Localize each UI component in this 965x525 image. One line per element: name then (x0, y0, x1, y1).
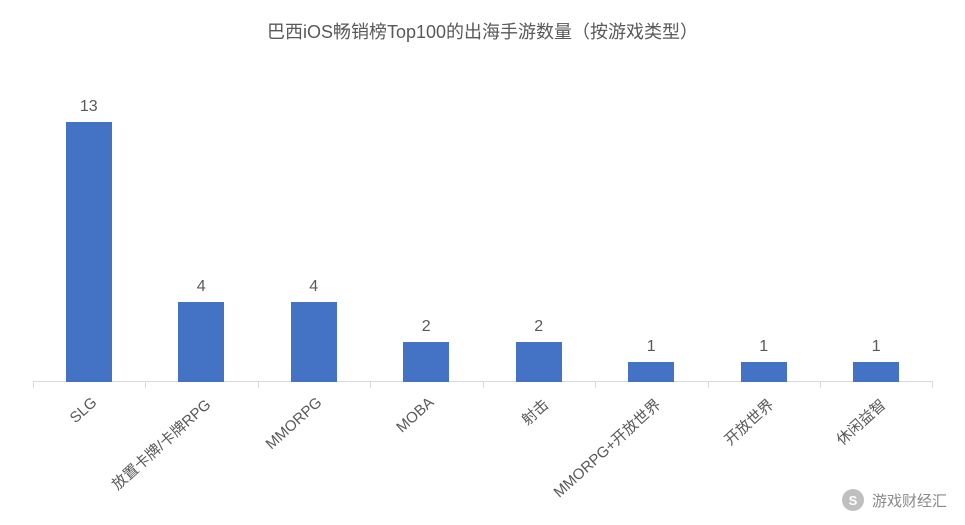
chart-title: 巴西iOS畅销榜Top100的出海手游数量（按游戏类型） (0, 0, 965, 52)
bar-value-label: 1 (759, 338, 768, 356)
bar (178, 302, 224, 382)
bar-slot: 1 (708, 82, 821, 382)
chart-plot-area: 13 4 4 2 2 1 1 1 (33, 82, 933, 382)
bar-value-label: 2 (422, 318, 431, 336)
x-label-slot: MOBA (370, 382, 483, 502)
bar-value-label: 1 (872, 338, 881, 356)
x-axis-category-label: MOBA (393, 394, 437, 436)
bar-value-label: 2 (534, 318, 543, 336)
watermark-icon: S (842, 489, 864, 511)
bar-slot: 2 (483, 82, 596, 382)
bar-value-label: 4 (197, 278, 206, 296)
bar-slot: 4 (145, 82, 258, 382)
bar (741, 362, 787, 382)
x-label-slot: 休闲益智 (820, 382, 933, 502)
watermark-text: 游戏财经汇 (872, 490, 947, 511)
bars-container: 13 4 4 2 2 1 1 1 (33, 82, 933, 382)
bar-slot: 4 (258, 82, 371, 382)
x-axis-category-label: MMORPG (262, 394, 325, 453)
x-axis-labels: SLG 放置卡牌/卡牌RPGMMORPG MOBA 射击 MMORPG+开放世界开放世界… (33, 382, 933, 502)
bar-value-label: 4 (309, 278, 318, 296)
bar-value-label: 13 (80, 98, 98, 116)
bar (66, 122, 112, 382)
x-axis-category-label: 开放世界 (719, 394, 778, 450)
bar (291, 302, 337, 382)
x-label-slot: MMORPG+开放世界 (595, 382, 708, 502)
source-watermark: S 游戏财经汇 (842, 489, 947, 511)
bar-value-label: 1 (647, 338, 656, 356)
bar-slot: 13 (33, 82, 146, 382)
x-axis-category-label: 射击 (516, 394, 552, 430)
bar-slot: 1 (820, 82, 933, 382)
x-label-slot: 放置卡牌/卡牌RPG (145, 382, 258, 502)
x-label-slot: 开放世界 (708, 382, 821, 502)
bar (516, 342, 562, 382)
bar (853, 362, 899, 382)
x-label-slot: MMORPG (258, 382, 371, 502)
x-axis-category-label: 休闲益智 (832, 394, 891, 450)
bar (628, 362, 674, 382)
x-axis-category-label: SLG (66, 394, 100, 427)
bar (403, 342, 449, 382)
bar-slot: 2 (370, 82, 483, 382)
bar-slot: 1 (595, 82, 708, 382)
